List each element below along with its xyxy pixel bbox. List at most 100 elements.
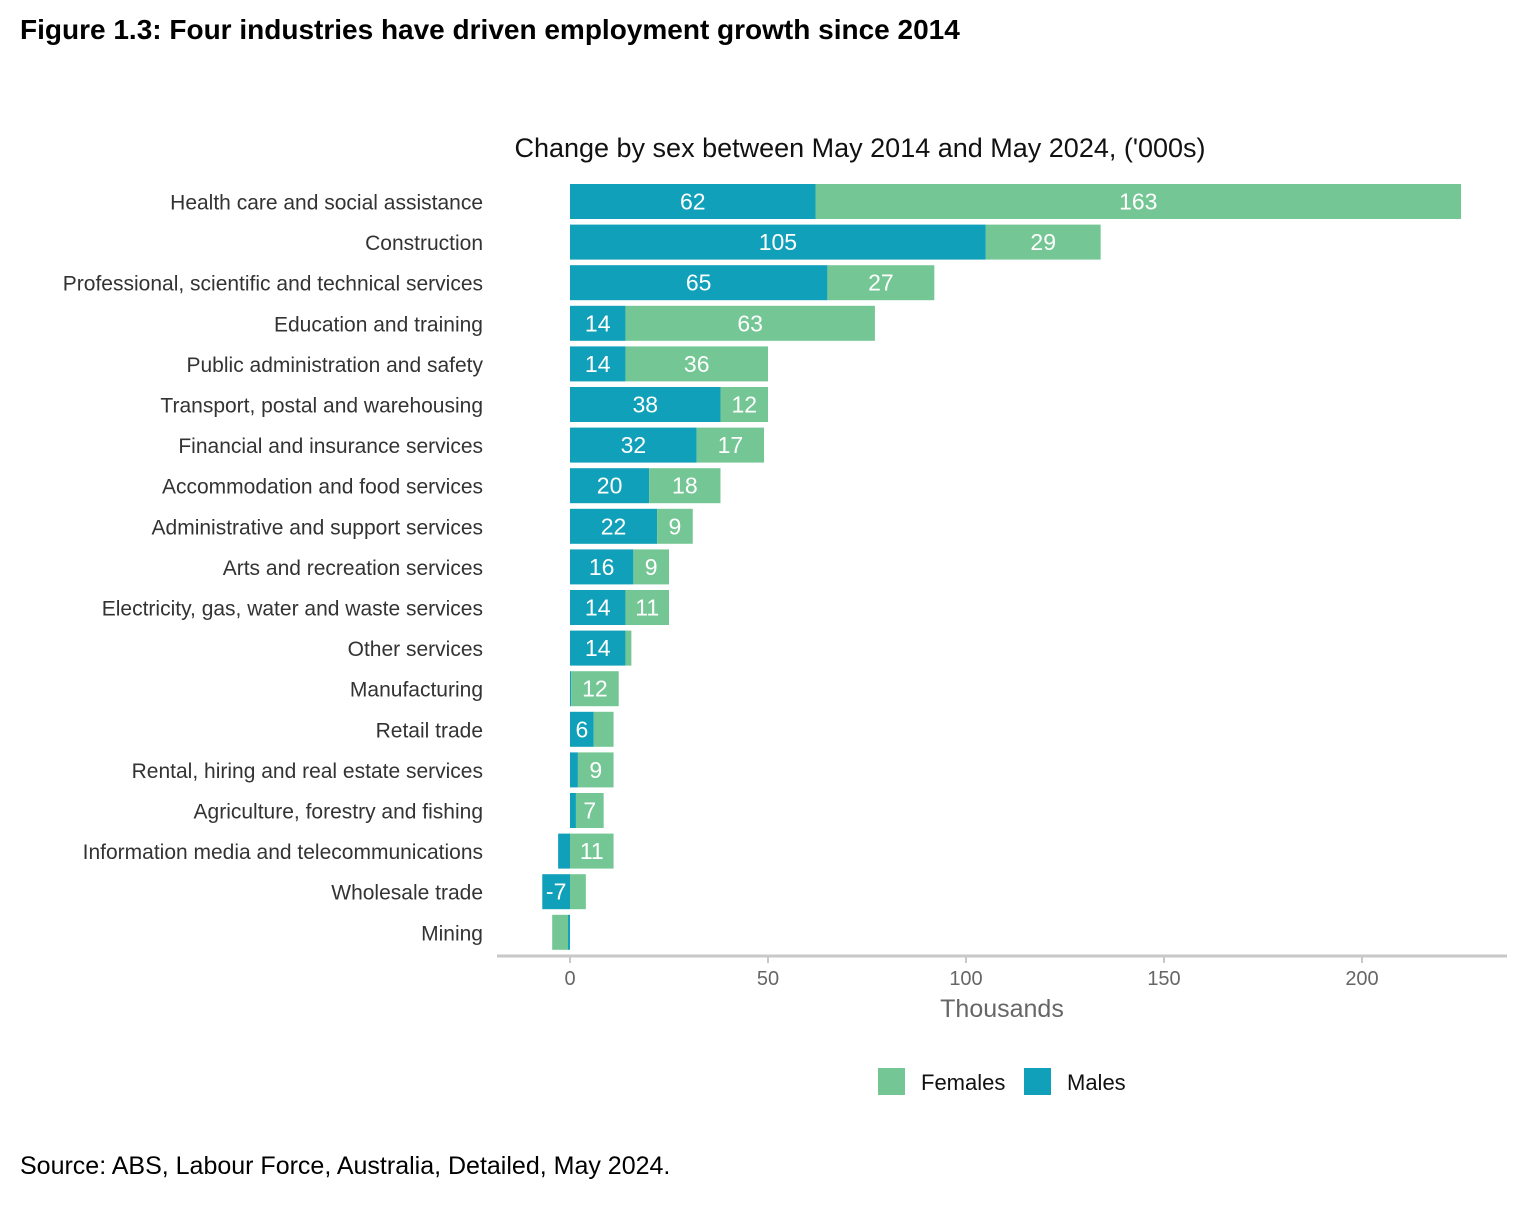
data-label: 65: [686, 270, 712, 296]
males-bar: [570, 671, 572, 707]
females-bar: [571, 671, 619, 707]
males-bar: [570, 387, 721, 422]
data-label: 63: [737, 310, 763, 336]
males-bar: [570, 265, 828, 301]
females-bar: [720, 387, 768, 422]
data-label: 14: [585, 310, 611, 336]
males-bar: [570, 549, 634, 585]
x-tick-label: 200: [1345, 968, 1378, 990]
category-label: Health care and social assistance: [170, 192, 483, 215]
legend-swatch-males: [1024, 1068, 1051, 1095]
category-label: Financial and insurance services: [178, 435, 483, 458]
x-tick-label: 100: [949, 968, 982, 990]
females-bar: [570, 874, 586, 910]
females-bar: [577, 752, 614, 788]
source-note: Source: ABS, Labour Force, Australia, De…: [20, 1152, 671, 1180]
data-label: 105: [759, 229, 797, 255]
data-label: 9: [645, 554, 658, 580]
data-label: 6: [575, 716, 588, 742]
data-label: 17: [718, 432, 744, 458]
males-bar: [570, 752, 578, 788]
x-axis-title: Thousands: [940, 995, 1064, 1023]
males-bar: [570, 590, 626, 625]
category-label: Professional, scientific and technical s…: [63, 273, 483, 296]
data-label: 7: [583, 798, 596, 824]
females-bar: [625, 630, 632, 666]
males-bar: [570, 427, 697, 463]
data-label: 29: [1030, 229, 1056, 255]
females-bar: [575, 793, 604, 828]
data-label: 16: [589, 554, 615, 580]
males-bar: [570, 793, 576, 828]
females-bar: [552, 914, 569, 950]
males-bar: [568, 914, 570, 950]
data-label: 12: [731, 392, 757, 418]
x-tick-label: 0: [564, 968, 575, 990]
females-bar: [570, 833, 614, 869]
females-bar: [625, 346, 768, 382]
data-label: 18: [672, 473, 698, 499]
category-label: Arts and recreation services: [223, 557, 483, 580]
category-label: Administrative and support services: [152, 516, 483, 539]
males-bar: [570, 224, 986, 260]
males-bar: [558, 833, 570, 869]
females-bar: [657, 508, 693, 544]
legend-label: Males: [1067, 1070, 1126, 1095]
category-label: Accommodation and food services: [162, 476, 483, 499]
category-label: Agriculture, forestry and fishing: [194, 801, 483, 824]
data-label: 14: [585, 635, 611, 661]
category-label: Education and training: [274, 313, 483, 336]
legend-label: Females: [921, 1070, 1005, 1095]
females-bar: [815, 184, 1461, 219]
data-label: 12: [582, 676, 608, 702]
data-label: 27: [868, 270, 894, 296]
chart-subtitle: Change by sex between May 2014 and May 2…: [514, 133, 1205, 163]
females-bar: [625, 305, 875, 341]
females-bar: [633, 549, 669, 585]
data-label: 36: [684, 351, 710, 377]
category-label: Manufacturing: [350, 679, 483, 702]
data-label: 9: [589, 757, 602, 783]
data-label: 14: [585, 351, 611, 377]
data-label: 11: [635, 595, 659, 621]
males-bar: [570, 711, 594, 747]
males-bar: [570, 184, 816, 219]
data-label: 163: [1119, 189, 1157, 215]
females-bar: [625, 590, 669, 625]
figure-title: Figure 1.3: Four industries have driven …: [20, 14, 960, 45]
males-bar: [570, 346, 626, 382]
females-bar: [696, 427, 765, 463]
data-label: 22: [601, 513, 627, 539]
category-label: Rental, hiring and real estate services: [132, 760, 483, 783]
category-label: Wholesale trade: [331, 882, 483, 905]
category-label: Information media and telecommunications: [83, 841, 483, 864]
data-label: 62: [680, 189, 706, 215]
x-tick-label: 50: [757, 968, 779, 990]
data-label: -7: [546, 879, 566, 905]
data-label: 14: [585, 595, 611, 621]
category-label: Construction: [365, 232, 483, 255]
category-label: Other services: [348, 638, 483, 661]
data-label: 38: [632, 392, 658, 418]
data-label: 11: [580, 838, 604, 864]
males-bar: [570, 468, 650, 504]
category-label: Public administration and safety: [187, 354, 484, 377]
males-bar: [570, 630, 626, 666]
females-bar: [649, 468, 721, 504]
category-label: Transport, postal and warehousing: [160, 395, 483, 418]
females-bar: [985, 224, 1101, 260]
females-bar: [593, 711, 614, 747]
data-label: 9: [669, 513, 682, 539]
males-bar: [570, 508, 658, 544]
data-label: 20: [597, 473, 623, 499]
x-tick-label: 150: [1147, 968, 1180, 990]
category-label: Retail trade: [376, 719, 483, 742]
legend-swatch-females: [878, 1068, 905, 1095]
females-bar: [827, 265, 935, 301]
category-label: Electricity, gas, water and waste servic…: [102, 598, 483, 621]
category-label: Mining: [421, 922, 483, 945]
males-bar: [542, 874, 570, 910]
males-bar: [570, 305, 626, 341]
data-label: 32: [621, 432, 647, 458]
